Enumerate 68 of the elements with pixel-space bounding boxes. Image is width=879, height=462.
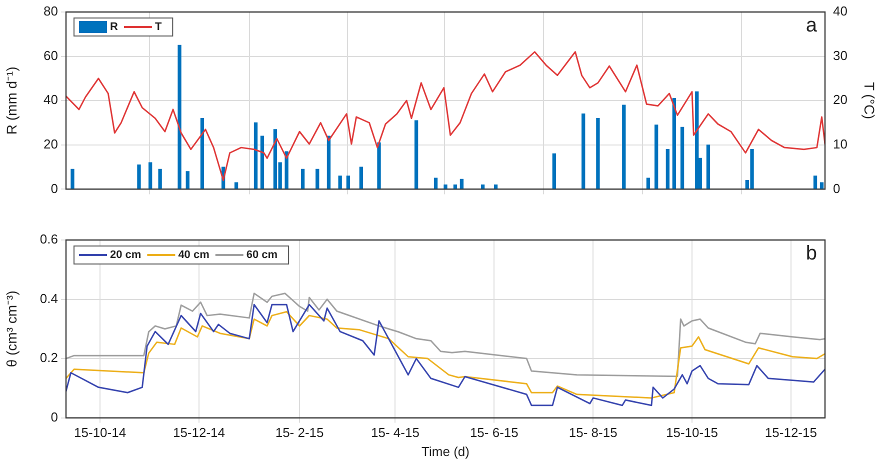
- bar: [444, 184, 448, 190]
- bar: [326, 136, 331, 190]
- bar: [178, 44, 182, 190]
- bar: [646, 178, 650, 190]
- bar: [582, 114, 586, 190]
- bar: [300, 168, 305, 190]
- bar: [158, 168, 162, 190]
- y-tick-label: 0.4: [40, 290, 58, 306]
- y-tick-label: 20: [44, 136, 58, 152]
- bar: [338, 176, 342, 190]
- x-tick-label: 15- 8-15: [568, 425, 618, 440]
- y2-tick-label: 20: [833, 92, 848, 108]
- x-tick-label: 15-12-14: [172, 425, 226, 440]
- bar: [672, 98, 676, 190]
- x-tick-label: 15- 6-15: [470, 425, 518, 440]
- bar: [234, 182, 238, 190]
- y2-tick-label: 30: [833, 48, 848, 63]
- bar: [414, 120, 418, 190]
- legend-label: R: [110, 21, 118, 34]
- bar: [820, 182, 824, 190]
- x-tick-label: 15-10-15: [666, 425, 718, 440]
- bar: [200, 118, 204, 190]
- bar: [706, 144, 710, 190]
- bar: [552, 153, 556, 190]
- x-tick-label: 15-10-14: [74, 425, 126, 440]
- bar: [622, 104, 626, 190]
- bar: [70, 168, 74, 190]
- bar: [186, 171, 190, 190]
- bar: [695, 91, 699, 190]
- legend-label: 60 cm: [246, 249, 278, 262]
- y-tick-label: 80: [44, 4, 58, 19]
- legend-label: T: [154, 21, 162, 34]
- y-tick-label: 0: [50, 409, 58, 424]
- bar: [346, 176, 350, 190]
- annotation: a: [806, 14, 818, 37]
- bar: [434, 178, 438, 190]
- bar: [148, 162, 152, 190]
- bar: [596, 118, 600, 190]
- y-axis-title: θ (cm³ cm⁻³): [3, 290, 20, 368]
- x-axis-title: Time (d): [422, 444, 470, 459]
- y2-tick-label: 10: [833, 136, 848, 152]
- y-tick-label: 0.2: [40, 350, 58, 366]
- bar: [377, 142, 381, 190]
- y-tick-label: 0: [50, 180, 58, 196]
- y-tick-label: 40: [44, 92, 58, 108]
- y-axis-title: R (mm d⁻¹): [3, 66, 20, 135]
- bar: [654, 124, 658, 190]
- bar: [666, 149, 670, 190]
- y-tick-label: 0.6: [40, 232, 58, 247]
- legend-label: 40 cm: [178, 249, 210, 262]
- bar: [260, 136, 264, 190]
- bar: [137, 164, 141, 190]
- bar: [284, 151, 288, 190]
- annotation: b: [806, 242, 817, 265]
- bar: [359, 166, 363, 190]
- bar: [680, 126, 684, 190]
- y2-tick-label: 40: [833, 4, 848, 19]
- bar: [460, 178, 464, 190]
- bar: [254, 122, 258, 190]
- legend-label: 20 cm: [110, 249, 142, 262]
- x-tick-label: 15- 4-15: [371, 425, 420, 440]
- bar: [316, 168, 320, 190]
- y2-axis-title: T (°C): [862, 82, 878, 120]
- bar: [813, 176, 818, 190]
- y-tick-label: 60: [44, 48, 58, 63]
- x-tick-label: 15- 2-15: [275, 425, 324, 440]
- x-tick-label: 15-12-15: [764, 425, 817, 440]
- y2-tick-label: 0: [833, 180, 840, 196]
